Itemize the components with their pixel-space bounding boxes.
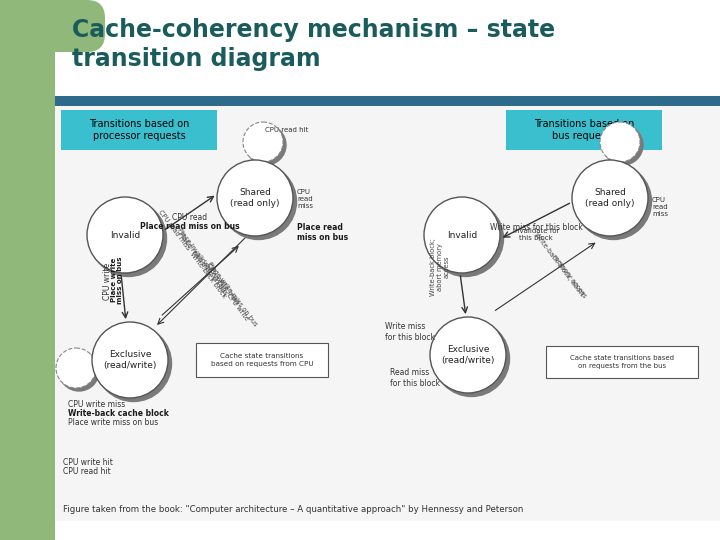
Circle shape — [572, 160, 648, 236]
Text: Shared
(read only): Shared (read only) — [585, 188, 635, 208]
Text: CPU write miss: CPU write miss — [68, 400, 125, 409]
Text: Transitions based on
processor requests: Transitions based on processor requests — [89, 119, 189, 141]
Circle shape — [243, 122, 283, 162]
Text: CPU write miss: CPU write miss — [205, 262, 240, 306]
Text: Write-back cache block: Write-back cache block — [68, 409, 169, 418]
Text: Write-back block;
abort memory
access: Write-back block; abort memory access — [430, 238, 450, 296]
Bar — [55, 106, 720, 521]
Circle shape — [430, 317, 506, 393]
Text: Shared
(read only): Shared (read only) — [230, 188, 280, 208]
Bar — [55, 96, 720, 106]
Bar — [55, 0, 720, 98]
Circle shape — [59, 351, 99, 391]
Text: CPU read miss  Write-back block: CPU read miss Write-back block — [158, 209, 228, 299]
FancyBboxPatch shape — [546, 346, 698, 378]
Circle shape — [87, 197, 163, 273]
Text: Place Invalidate on bus  CPU write: Place Invalidate on bus CPU write — [176, 227, 249, 321]
Circle shape — [96, 326, 171, 402]
Text: Transitions based on
bus requests: Transitions based on bus requests — [534, 119, 634, 141]
Text: Cache state transitions
based on requests from CPU: Cache state transitions based on request… — [211, 353, 313, 367]
Text: Place read
miss on bus: Place read miss on bus — [297, 222, 348, 242]
FancyBboxPatch shape — [0, 0, 105, 52]
Circle shape — [433, 321, 510, 396]
FancyBboxPatch shape — [61, 110, 217, 150]
Text: CPU
read
miss: CPU read miss — [297, 189, 313, 209]
Text: Place write
miss on bus: Place write miss on bus — [110, 256, 124, 303]
Text: CPU read: CPU read — [172, 213, 207, 222]
Text: Invalidate for
this block: Invalidate for this block — [513, 228, 559, 241]
Text: CPU read hit: CPU read hit — [265, 127, 308, 133]
Circle shape — [92, 322, 168, 398]
Text: Exclusive
(read/write): Exclusive (read/write) — [103, 350, 157, 370]
Text: Write-back block; abort: Write-back block; abort — [534, 232, 585, 298]
Circle shape — [428, 200, 503, 276]
Text: Write miss for this block: Write miss for this block — [490, 223, 582, 232]
Text: Figure taken from the book: "Computer architecture – A quantitative approach" by: Figure taken from the book: "Computer ar… — [63, 505, 523, 514]
Text: memory access: memory access — [551, 254, 588, 299]
Circle shape — [246, 125, 286, 165]
Circle shape — [56, 348, 96, 388]
Circle shape — [575, 164, 652, 240]
Text: Place write miss on bus: Place write miss on bus — [207, 261, 258, 327]
Text: Place write miss on bus: Place write miss on bus — [68, 418, 158, 427]
Circle shape — [603, 125, 643, 165]
Text: Place read miss on bus: Place read miss on bus — [177, 232, 228, 296]
FancyBboxPatch shape — [196, 343, 328, 377]
Circle shape — [220, 164, 297, 240]
Text: Place read miss on bus: Place read miss on bus — [140, 222, 240, 231]
Text: CPU write: CPU write — [102, 262, 112, 300]
Bar — [0, 0, 55, 540]
FancyBboxPatch shape — [506, 110, 662, 150]
Text: Read miss
for this block: Read miss for this block — [390, 368, 440, 388]
Text: CPU
read
miss: CPU read miss — [652, 197, 668, 217]
Text: Invalid: Invalid — [447, 231, 477, 240]
Text: Cache-coherency mechanism – state
transition diagram: Cache-coherency mechanism – state transi… — [72, 18, 555, 71]
Text: CPU read hit: CPU read hit — [63, 467, 111, 476]
Circle shape — [217, 160, 293, 236]
Text: Exclusive
(read/write): Exclusive (read/write) — [441, 345, 495, 365]
Text: Cache state transitions based
on requests from the bus: Cache state transitions based on request… — [570, 355, 674, 369]
Circle shape — [600, 122, 640, 162]
Circle shape — [424, 197, 500, 273]
Text: Write miss
for this block: Write miss for this block — [385, 322, 435, 342]
Text: CPU write hit: CPU write hit — [63, 458, 113, 467]
Text: Invalid: Invalid — [110, 231, 140, 240]
Circle shape — [91, 200, 166, 276]
